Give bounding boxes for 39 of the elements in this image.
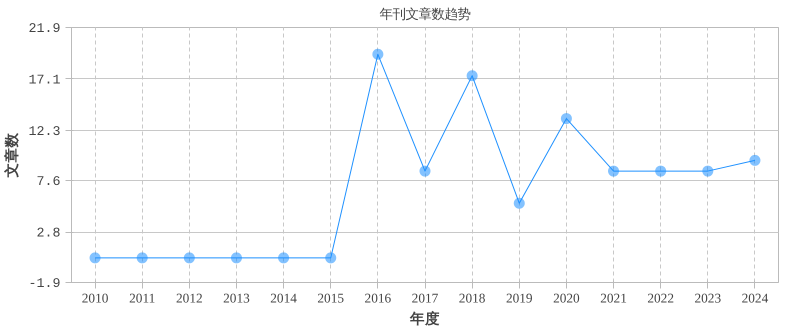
x-tick-label: 2018 (458, 290, 486, 306)
point (420, 166, 430, 177)
point (749, 154, 760, 166)
point (655, 166, 666, 177)
point (702, 166, 714, 177)
x-tick-label: 2016 (364, 290, 392, 306)
point (466, 70, 478, 82)
point (230, 252, 242, 264)
y-tick-label: 12.3 (28, 124, 61, 140)
y-tick-label: 17.1 (28, 73, 61, 88)
x-tick-label: 2013 (223, 290, 250, 306)
x-tick-label: 2014 (270, 290, 298, 306)
x-tick-label: 2017 (412, 290, 439, 306)
y-tick-label: 2.8 (36, 226, 61, 242)
point (278, 252, 290, 264)
y-tick-label: 21.9 (28, 22, 61, 37)
point (136, 252, 148, 264)
y-tick-label: -1.9 (28, 277, 61, 292)
x-tick-label: 2022 (647, 290, 674, 306)
x-tick-label: 2019 (506, 290, 533, 306)
x-tick-label: 2011 (129, 290, 156, 306)
point (514, 198, 525, 209)
point (608, 166, 620, 177)
point (372, 48, 384, 60)
point (90, 252, 101, 264)
x-tick-label: 2010 (82, 290, 109, 306)
point (325, 252, 336, 264)
point (560, 113, 572, 124)
y-tick-label: 7.6 (36, 175, 61, 190)
x-tick-label: 2012 (176, 290, 203, 306)
chart-title: 年刊文章数趋势 (380, 8, 470, 22)
point (184, 252, 195, 264)
x-tick-label: 2021 (600, 290, 627, 306)
x-tick-label: 2024 (742, 290, 769, 306)
x-tick-label: 2015 (317, 290, 344, 306)
y-axis-title: 文章数 (2, 132, 21, 178)
x-tick-label: 2020 (553, 290, 580, 306)
x-tick-label: 2023 (694, 290, 722, 306)
x-axis-title: 年度 (409, 310, 440, 328)
